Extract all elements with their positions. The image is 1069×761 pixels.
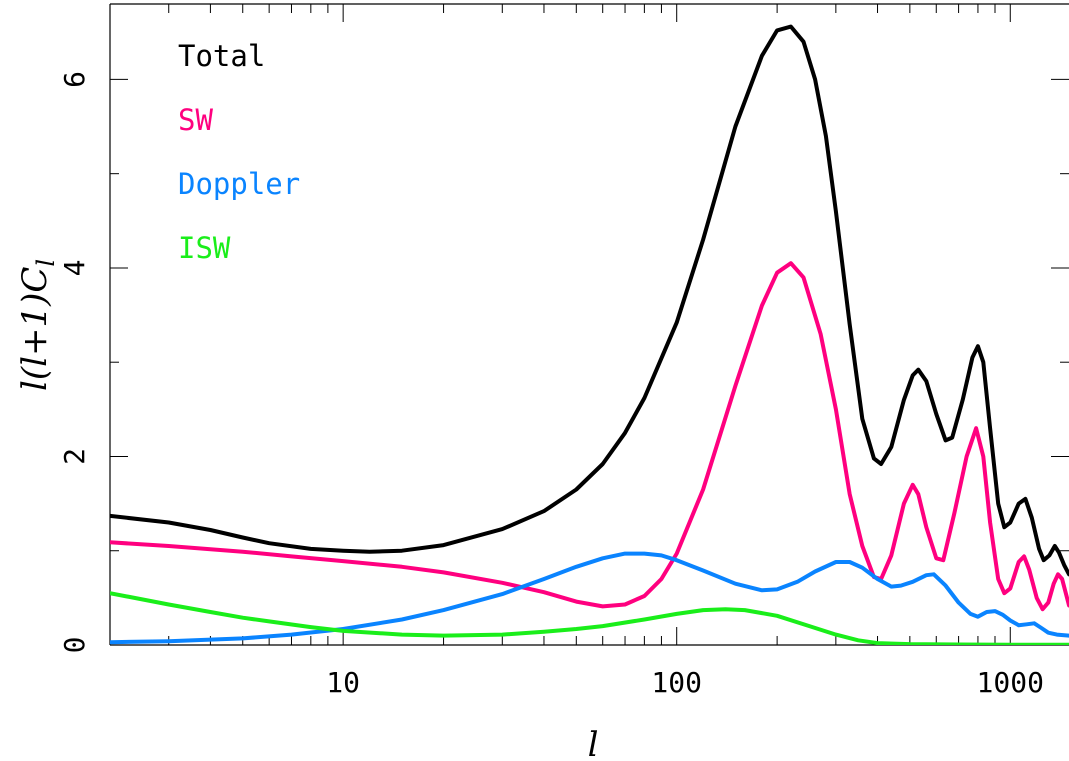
y-tick-label: 6: [58, 71, 91, 88]
y-axis-title-subscript: l: [32, 259, 60, 267]
series-layer: [110, 24, 1069, 645]
legend-entry-isw: ISW: [178, 231, 231, 265]
series-line-total: [110, 24, 1069, 577]
axes-frame: [109, 3, 1069, 646]
y-tick-label: 0: [58, 637, 91, 654]
x-axis-ticks: 10 100 1000: [109, 4, 1044, 699]
legend: Total SW Doppler ISW: [178, 39, 300, 265]
y-axis-ticks: 0 2 4 6: [58, 71, 1069, 653]
series-line-sw: [110, 261, 1069, 612]
x-tick-label: 100: [651, 666, 702, 699]
x-tick-label: 1000: [977, 666, 1044, 699]
x-tick-label: 10: [326, 666, 360, 699]
y-axis-title-main: l(l+1)C: [15, 267, 55, 391]
y-tick-label: 4: [58, 260, 91, 277]
series-line-doppler: [110, 551, 1069, 645]
legend-entry-sw: SW: [178, 103, 213, 137]
y-axis-title: l(l+1)Cl: [15, 259, 60, 391]
legend-entry-doppler: Doppler: [178, 167, 300, 201]
series-line-isw: [110, 591, 1069, 645]
legend-entry-total: Total: [178, 39, 265, 73]
x-axis-title: l: [588, 725, 599, 761]
y-tick-label: 2: [58, 448, 91, 465]
